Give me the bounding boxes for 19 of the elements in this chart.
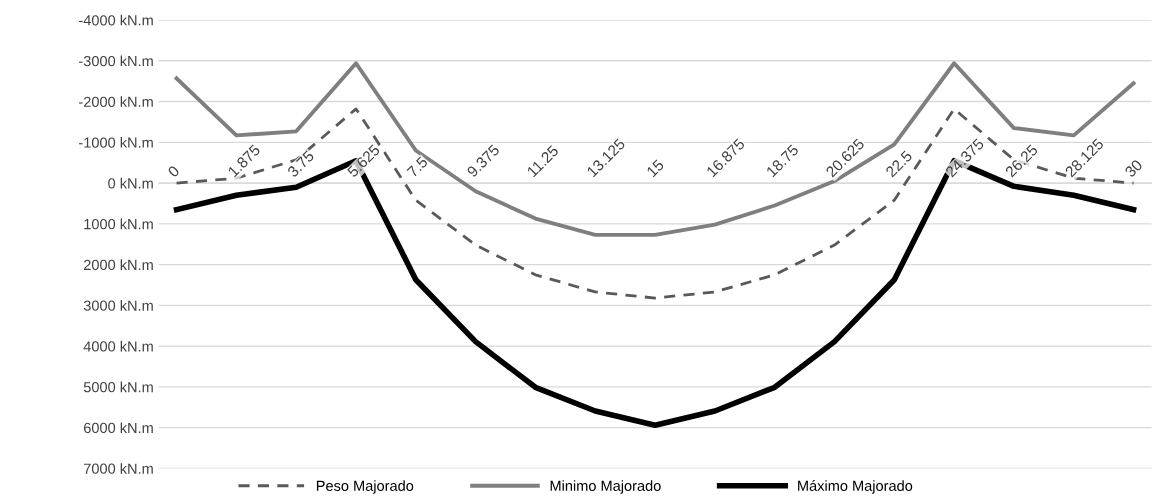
- legend-label: Máximo Majorado: [798, 480, 913, 494]
- y-tick-label: -2000 kN.m: [79, 96, 153, 107]
- y-tick-label: 0 kN.m: [108, 177, 153, 189]
- y-tick-label: 1000 kN.m: [84, 218, 153, 230]
- x-tick-label: 30: [1124, 158, 1144, 178]
- y-tick-label: 7000 kN.m: [84, 463, 153, 474]
- y-tick-label: 6000 kN.m: [83, 422, 153, 434]
- legend-label: Peso Majorado: [316, 480, 414, 494]
- y-tick-label: -4000 kN.m: [79, 14, 153, 26]
- x-tick-label: 15: [646, 159, 665, 178]
- legend-label: Minimo Majorado: [550, 480, 661, 494]
- y-tick-label: -1000 kN.m: [79, 137, 153, 148]
- y-tick-label: 3000 kN.m: [83, 300, 153, 311]
- y-tick-label: -3000 kN.m: [79, 55, 153, 67]
- y-tick-label: 2000 kN.m: [83, 259, 153, 271]
- y-tick-label: 5000 kN.m: [83, 381, 153, 393]
- x-tick-label: 0: [167, 164, 181, 178]
- x-tick-label: 7.5: [406, 156, 429, 178]
- y-tick-label: 4000 kN.m: [83, 340, 153, 352]
